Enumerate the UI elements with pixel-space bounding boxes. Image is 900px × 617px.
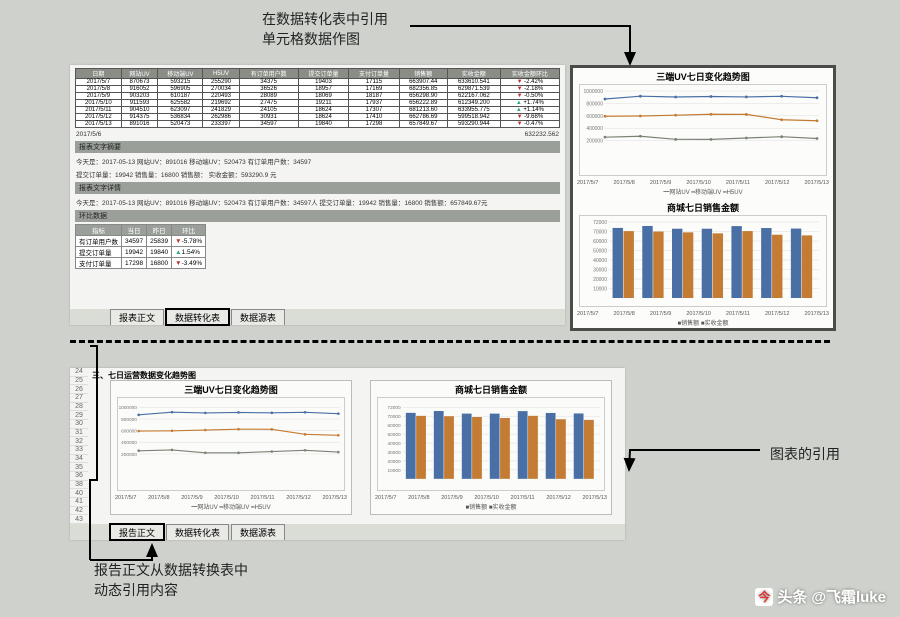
svg-text:400000: 400000 [121, 440, 137, 445]
data-table: 日期网站UV移动端UVH5UV有订单用户数提交订单量支付订单量销售额实收金额实收… [75, 68, 560, 128]
bar-chart-bottom: 10000 20000 30000 40000 50000 60000 70000 72000 [377, 397, 605, 491]
tab-report-bottom[interactable]: 报告正文 [110, 524, 164, 540]
ratio-table: 指标当日昨日环比有订单用户数3459725839▼-5.78%提交订单量1994… [75, 224, 206, 269]
watermark-icon: 今 [755, 588, 773, 606]
svg-text:30000: 30000 [593, 268, 607, 274]
line-chart-title-bottom: 三端UV七日变化趋势图 [111, 381, 351, 397]
line-chart-title-top: 三端UV七日变化趋势图 [573, 68, 833, 84]
svg-text:600000: 600000 [586, 114, 603, 120]
detail-band-title: 报表文字详情 [75, 182, 560, 194]
svg-text:60000: 60000 [388, 423, 401, 428]
tab-report-top[interactable]: 报表正文 [110, 309, 164, 325]
bar-chart-top: 10000 20000 30000 40000 50000 60000 70000 72000 [579, 215, 827, 307]
line-chart-legend-top: ━网站UV ━移动端UV ━H5UV [573, 186, 833, 199]
bar-chart-bottom-box: 商城七日销售金额 10000 20000 30000 40000 50000 60000 7… [370, 380, 612, 515]
tab-data-transform-bottom[interactable]: 数据转化表 [166, 524, 229, 540]
sheet-tabs-top: 报表正文 数据转化表 数据源表 [70, 309, 565, 325]
bottom-date: 2017/5/6 [76, 131, 101, 138]
sheet-tabs-bottom: 报告正文 数据转化表 数据源表 [70, 524, 625, 540]
bar-chart-legend-top: ■销售额 ■实收金额 [573, 317, 833, 330]
detail-line: 今天是：2017-05-13 网站UV：891016 移动端UV：520473 … [76, 197, 559, 207]
bar-chart-title-top: 商城七日销售金额 [573, 199, 833, 215]
svg-text:70000: 70000 [388, 414, 401, 419]
annotation-bottom-1: 报告正文从数据转换表中 [94, 560, 248, 580]
watermark-author: @飞霜luke [811, 586, 886, 607]
tab-data-source-bottom[interactable]: 数据源表 [231, 524, 285, 540]
svg-text:70000: 70000 [593, 230, 607, 236]
line-chart-legend-bottom: ━网站UV ━移动端UV ━H5UV [111, 501, 351, 514]
line-chart-top: 200000 400000 600000 800000 1000000 [579, 84, 827, 176]
svg-text:800000: 800000 [586, 101, 603, 107]
svg-text:20000: 20000 [388, 459, 401, 464]
svg-text:1000000: 1000000 [584, 89, 604, 95]
bottom-total: 632232.562 [525, 131, 559, 138]
line-chart-bottom: 200000 400000 600000 800000 1000000 [117, 397, 345, 491]
annotation-right: 图表的引用 [770, 444, 840, 464]
row-numbers: 242526272829303132333435363840414243 [70, 368, 88, 524]
svg-text:200000: 200000 [586, 139, 603, 145]
svg-text:20000: 20000 [593, 277, 607, 283]
svg-text:40000: 40000 [593, 258, 607, 264]
bar-chart-legend-bottom: ■销售额 ■实收金额 [371, 501, 611, 514]
svg-text:40000: 40000 [388, 441, 401, 446]
svg-text:10000: 10000 [388, 468, 401, 473]
svg-text:60000: 60000 [593, 239, 607, 245]
summary-band-title: 报表文字摘要 [75, 141, 560, 153]
svg-text:10000: 10000 [593, 287, 607, 293]
ratio-title: 环比数据 [75, 210, 560, 222]
summary-line-2: 提交订单量：19942 销售量：16800 销售额： 实收金额：593290.9… [76, 169, 559, 179]
sheet-data-transform: 日期网站UV移动端UVH5UV有订单用户数提交订单量支付订单量销售额实收金额实收… [70, 65, 565, 325]
svg-text:50000: 50000 [593, 249, 607, 255]
chart-panel-top: 三端UV七日变化趋势图 200000 400000 600000 800000 1000… [570, 65, 836, 331]
bar-chart-title-bottom: 商城七日销售金额 [371, 381, 611, 397]
watermark-prefix: 头条 [777, 586, 807, 607]
sheet-report-body: 242526272829303132333435363840414243 三、七… [70, 368, 625, 540]
svg-text:200000: 200000 [121, 452, 137, 457]
summary-line: 今天是：2017-05-13 网站UV：891016 移动端UV：520473 … [76, 156, 559, 166]
svg-text:72000: 72000 [388, 405, 401, 410]
watermark: 今 头条 @飞霜luke [755, 586, 886, 607]
svg-text:50000: 50000 [388, 432, 401, 437]
line-chart-bottom-box: 三端UV七日变化趋势图 200000 400000 600000 800000 1000… [110, 380, 352, 515]
annotation-top: 在数据转化表中引用 单元格数据作图 [262, 9, 388, 49]
tab-data-source-top[interactable]: 数据源表 [231, 309, 285, 325]
svg-text:72000: 72000 [593, 220, 607, 226]
svg-text:400000: 400000 [586, 126, 603, 132]
svg-text:800000: 800000 [121, 417, 137, 422]
annotation-bottom-2: 动态引用内容 [94, 580, 178, 600]
svg-text:600000: 600000 [121, 429, 137, 434]
dashed-separator [70, 340, 830, 343]
tab-data-transform-top[interactable]: 数据转化表 [166, 309, 229, 325]
svg-text:30000: 30000 [388, 450, 401, 455]
svg-text:1000000: 1000000 [119, 405, 138, 410]
